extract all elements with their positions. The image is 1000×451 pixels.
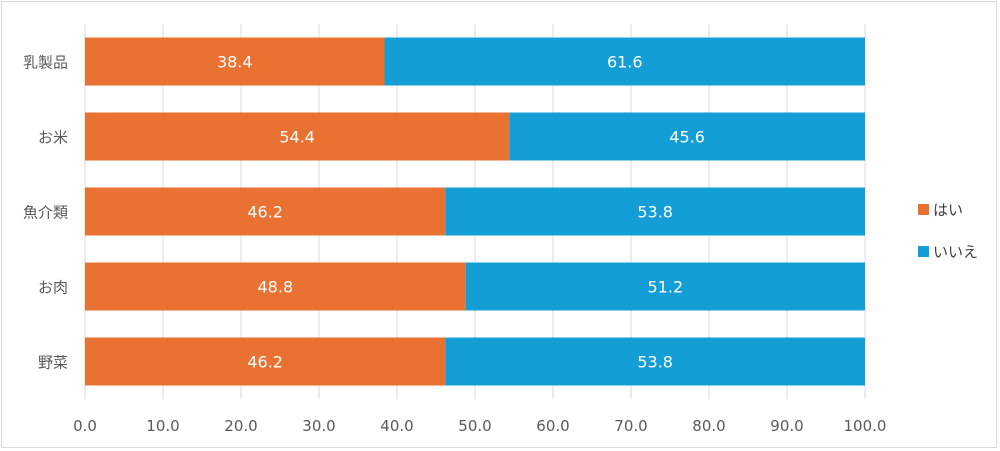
data-label: 54.4 <box>279 128 315 147</box>
data-label: 61.6 <box>607 53 643 72</box>
bar-segment <box>509 112 865 161</box>
legend-swatch-no <box>918 245 929 257</box>
x-tick-label: 40.0 <box>380 417 413 435</box>
x-tick-labels: 0.0 10.0 20.0 30.0 40.0 50.0 60.0 70.0 80.0 90.0 1… <box>73 417 886 435</box>
x-tick-label: 60.0 <box>536 417 569 435</box>
legend-label-yes: はい <box>933 200 964 219</box>
data-label: 46.2 <box>247 203 283 222</box>
bar-segment <box>85 187 446 236</box>
legend: はい いいえ <box>918 198 978 282</box>
x-tick-label: 50.0 <box>458 417 491 435</box>
legend-swatch-yes <box>918 203 929 215</box>
data-label: 48.8 <box>258 278 294 297</box>
data-label: 53.8 <box>637 353 673 372</box>
x-tick-label: 30.0 <box>302 417 335 435</box>
category-label: 野菜 <box>38 354 68 372</box>
bar-segment <box>85 337 446 386</box>
legend-label-no: いいえ <box>933 242 979 261</box>
x-tick-label: 100.0 <box>844 417 887 435</box>
x-tick-label: 20.0 <box>224 417 257 435</box>
bar-segment <box>445 187 865 236</box>
category-label: 乳製品 <box>23 54 68 72</box>
category-label: お肉 <box>38 279 68 297</box>
data-label: 45.6 <box>669 128 705 147</box>
data-label: 38.4 <box>217 53 253 72</box>
legend-item-yes: はい <box>918 198 978 220</box>
x-tick-label: 70.0 <box>614 417 647 435</box>
legend-item-no: いいえ <box>918 240 978 262</box>
bar-segment <box>384 37 865 86</box>
bar-segment <box>85 262 466 311</box>
category-label: お米 <box>38 129 68 147</box>
bar-segment <box>85 112 510 161</box>
x-tick-label: 10.0 <box>146 417 179 435</box>
data-label: 51.2 <box>648 278 684 297</box>
x-tick-label: 90.0 <box>770 417 803 435</box>
data-label: 46.2 <box>247 353 283 372</box>
bar-segment <box>465 262 865 311</box>
bar-segment <box>445 337 865 386</box>
category-label: 魚介類 <box>23 204 68 222</box>
x-tick-label: 0.0 <box>73 417 97 435</box>
data-label: 53.8 <box>637 203 673 222</box>
bars: 38.4 61.6 54.4 45.6 46.2 53.8 48.8 51.2 46.2 53.8 <box>85 37 865 386</box>
bar-segment <box>85 37 385 86</box>
x-tick-label: 80.0 <box>692 417 725 435</box>
